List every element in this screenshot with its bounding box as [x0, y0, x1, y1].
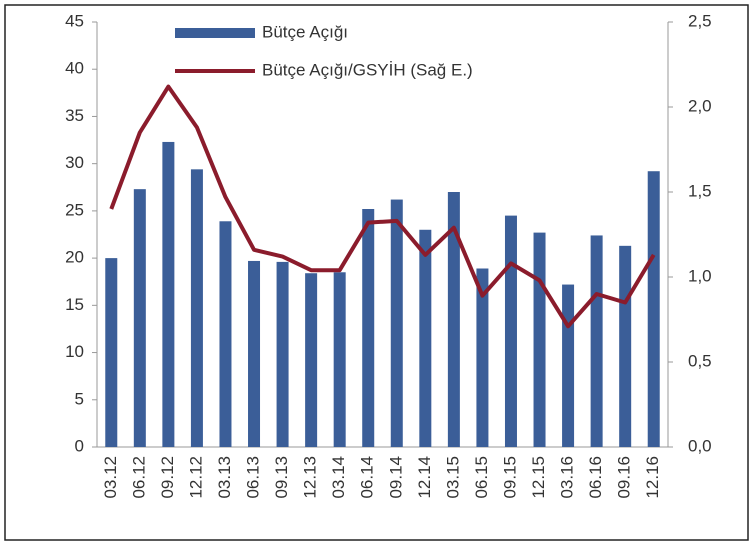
y2-tick-label: 1,0: [688, 266, 712, 285]
legend-label: Bütçe Açığı/GSYİH (Sağ E.): [262, 60, 473, 79]
bar: [476, 268, 489, 447]
x-tick-label: 09.16: [615, 456, 634, 499]
bar: [619, 245, 632, 447]
x-tick-label: 06.14: [358, 456, 377, 499]
bar: [305, 273, 318, 447]
y-tick-label: 40: [65, 59, 84, 78]
x-tick-label: 06.12: [129, 456, 148, 499]
bar: [533, 232, 546, 447]
x-tick-label: 03.13: [215, 456, 234, 499]
y2-tick-label: 1,5: [688, 181, 712, 200]
x-tick-label: 03.15: [443, 456, 462, 499]
bar: [276, 261, 289, 447]
x-tick-label: 09.15: [500, 456, 519, 499]
y-tick-label: 20: [65, 248, 84, 267]
bar: [162, 141, 175, 447]
x-tick-label: 03.16: [558, 456, 577, 499]
bar: [504, 215, 517, 447]
x-tick-label: 09.13: [272, 456, 291, 499]
x-tick-label: 09.14: [386, 456, 405, 499]
bar: [562, 284, 575, 447]
bar: [190, 169, 203, 448]
x-tick-label: 03.12: [101, 456, 120, 499]
y-tick-label: 0: [75, 436, 84, 455]
x-tick-label: 06.16: [586, 456, 605, 499]
y2-tick-label: 0,0: [688, 436, 712, 455]
bar: [590, 235, 603, 447]
bar: [419, 229, 432, 447]
bar: [248, 260, 261, 447]
bar: [133, 189, 146, 447]
line: [109, 84, 656, 329]
x-tick-label: 06.15: [472, 456, 491, 499]
bar: [105, 258, 118, 447]
y-tick-label: 35: [65, 106, 84, 125]
x-tick-label: 09.12: [158, 456, 177, 499]
y-tick-label: 5: [75, 389, 84, 408]
x-tick-label: 12.12: [186, 456, 205, 499]
x-tick-label: 03.14: [329, 456, 348, 499]
y2-tick-label: 2,0: [688, 96, 712, 115]
bar: [333, 272, 346, 447]
bar: [362, 209, 375, 447]
x-tick-label: 12.15: [529, 456, 548, 499]
bar: [647, 171, 660, 447]
x-tick-label: 12.14: [415, 456, 434, 499]
y-tick-label: 45: [65, 11, 84, 30]
y2-tick-label: 0,5: [688, 351, 712, 370]
bar: [219, 221, 232, 447]
x-tick-label: 06.13: [244, 456, 263, 499]
y-tick-label: 30: [65, 153, 84, 172]
x-tick-label: 12.13: [301, 456, 320, 499]
y-tick-label: 10: [65, 342, 84, 361]
x-tick-label: 12.16: [643, 456, 662, 499]
y2-tick-label: 2,5: [688, 11, 712, 30]
y-tick-label: 25: [65, 200, 84, 219]
bar: [390, 199, 403, 447]
legend-label: Bütçe Açığı: [262, 22, 348, 41]
bar: [447, 192, 460, 447]
y-tick-label: 15: [65, 295, 84, 314]
legend-swatch: [175, 28, 255, 38]
